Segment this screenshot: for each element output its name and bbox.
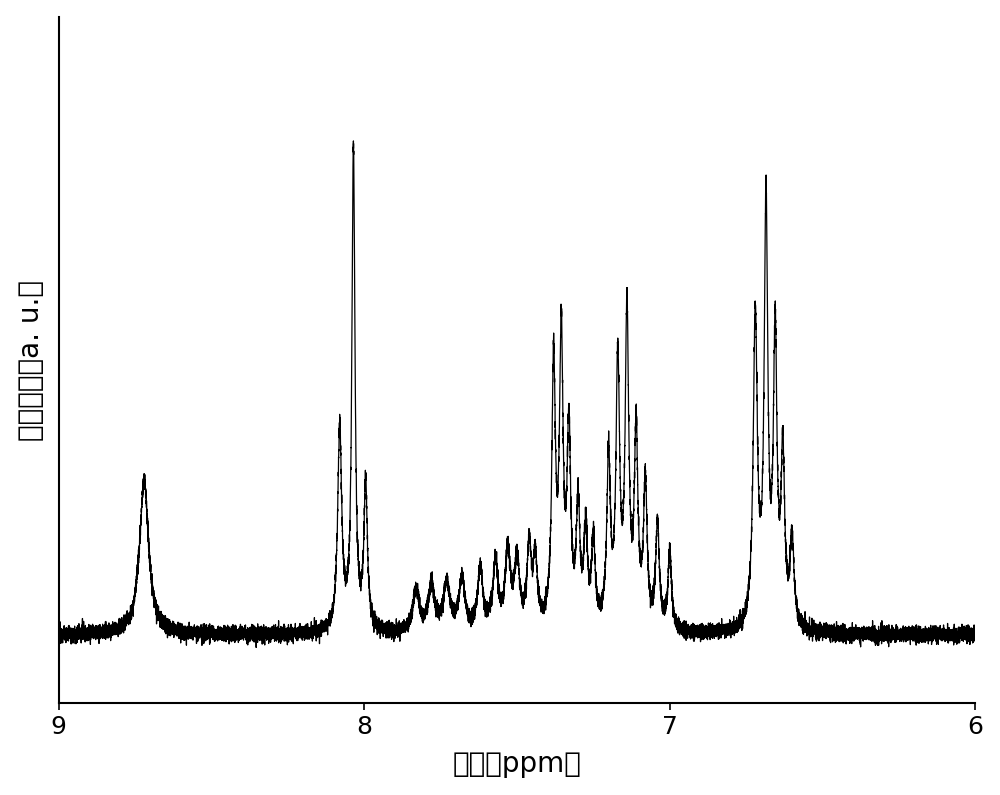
X-axis label: 位移（ppm）: 位移（ppm） <box>453 750 581 778</box>
Y-axis label: 吸收强度（a. u.）: 吸收强度（a. u.） <box>17 280 45 440</box>
